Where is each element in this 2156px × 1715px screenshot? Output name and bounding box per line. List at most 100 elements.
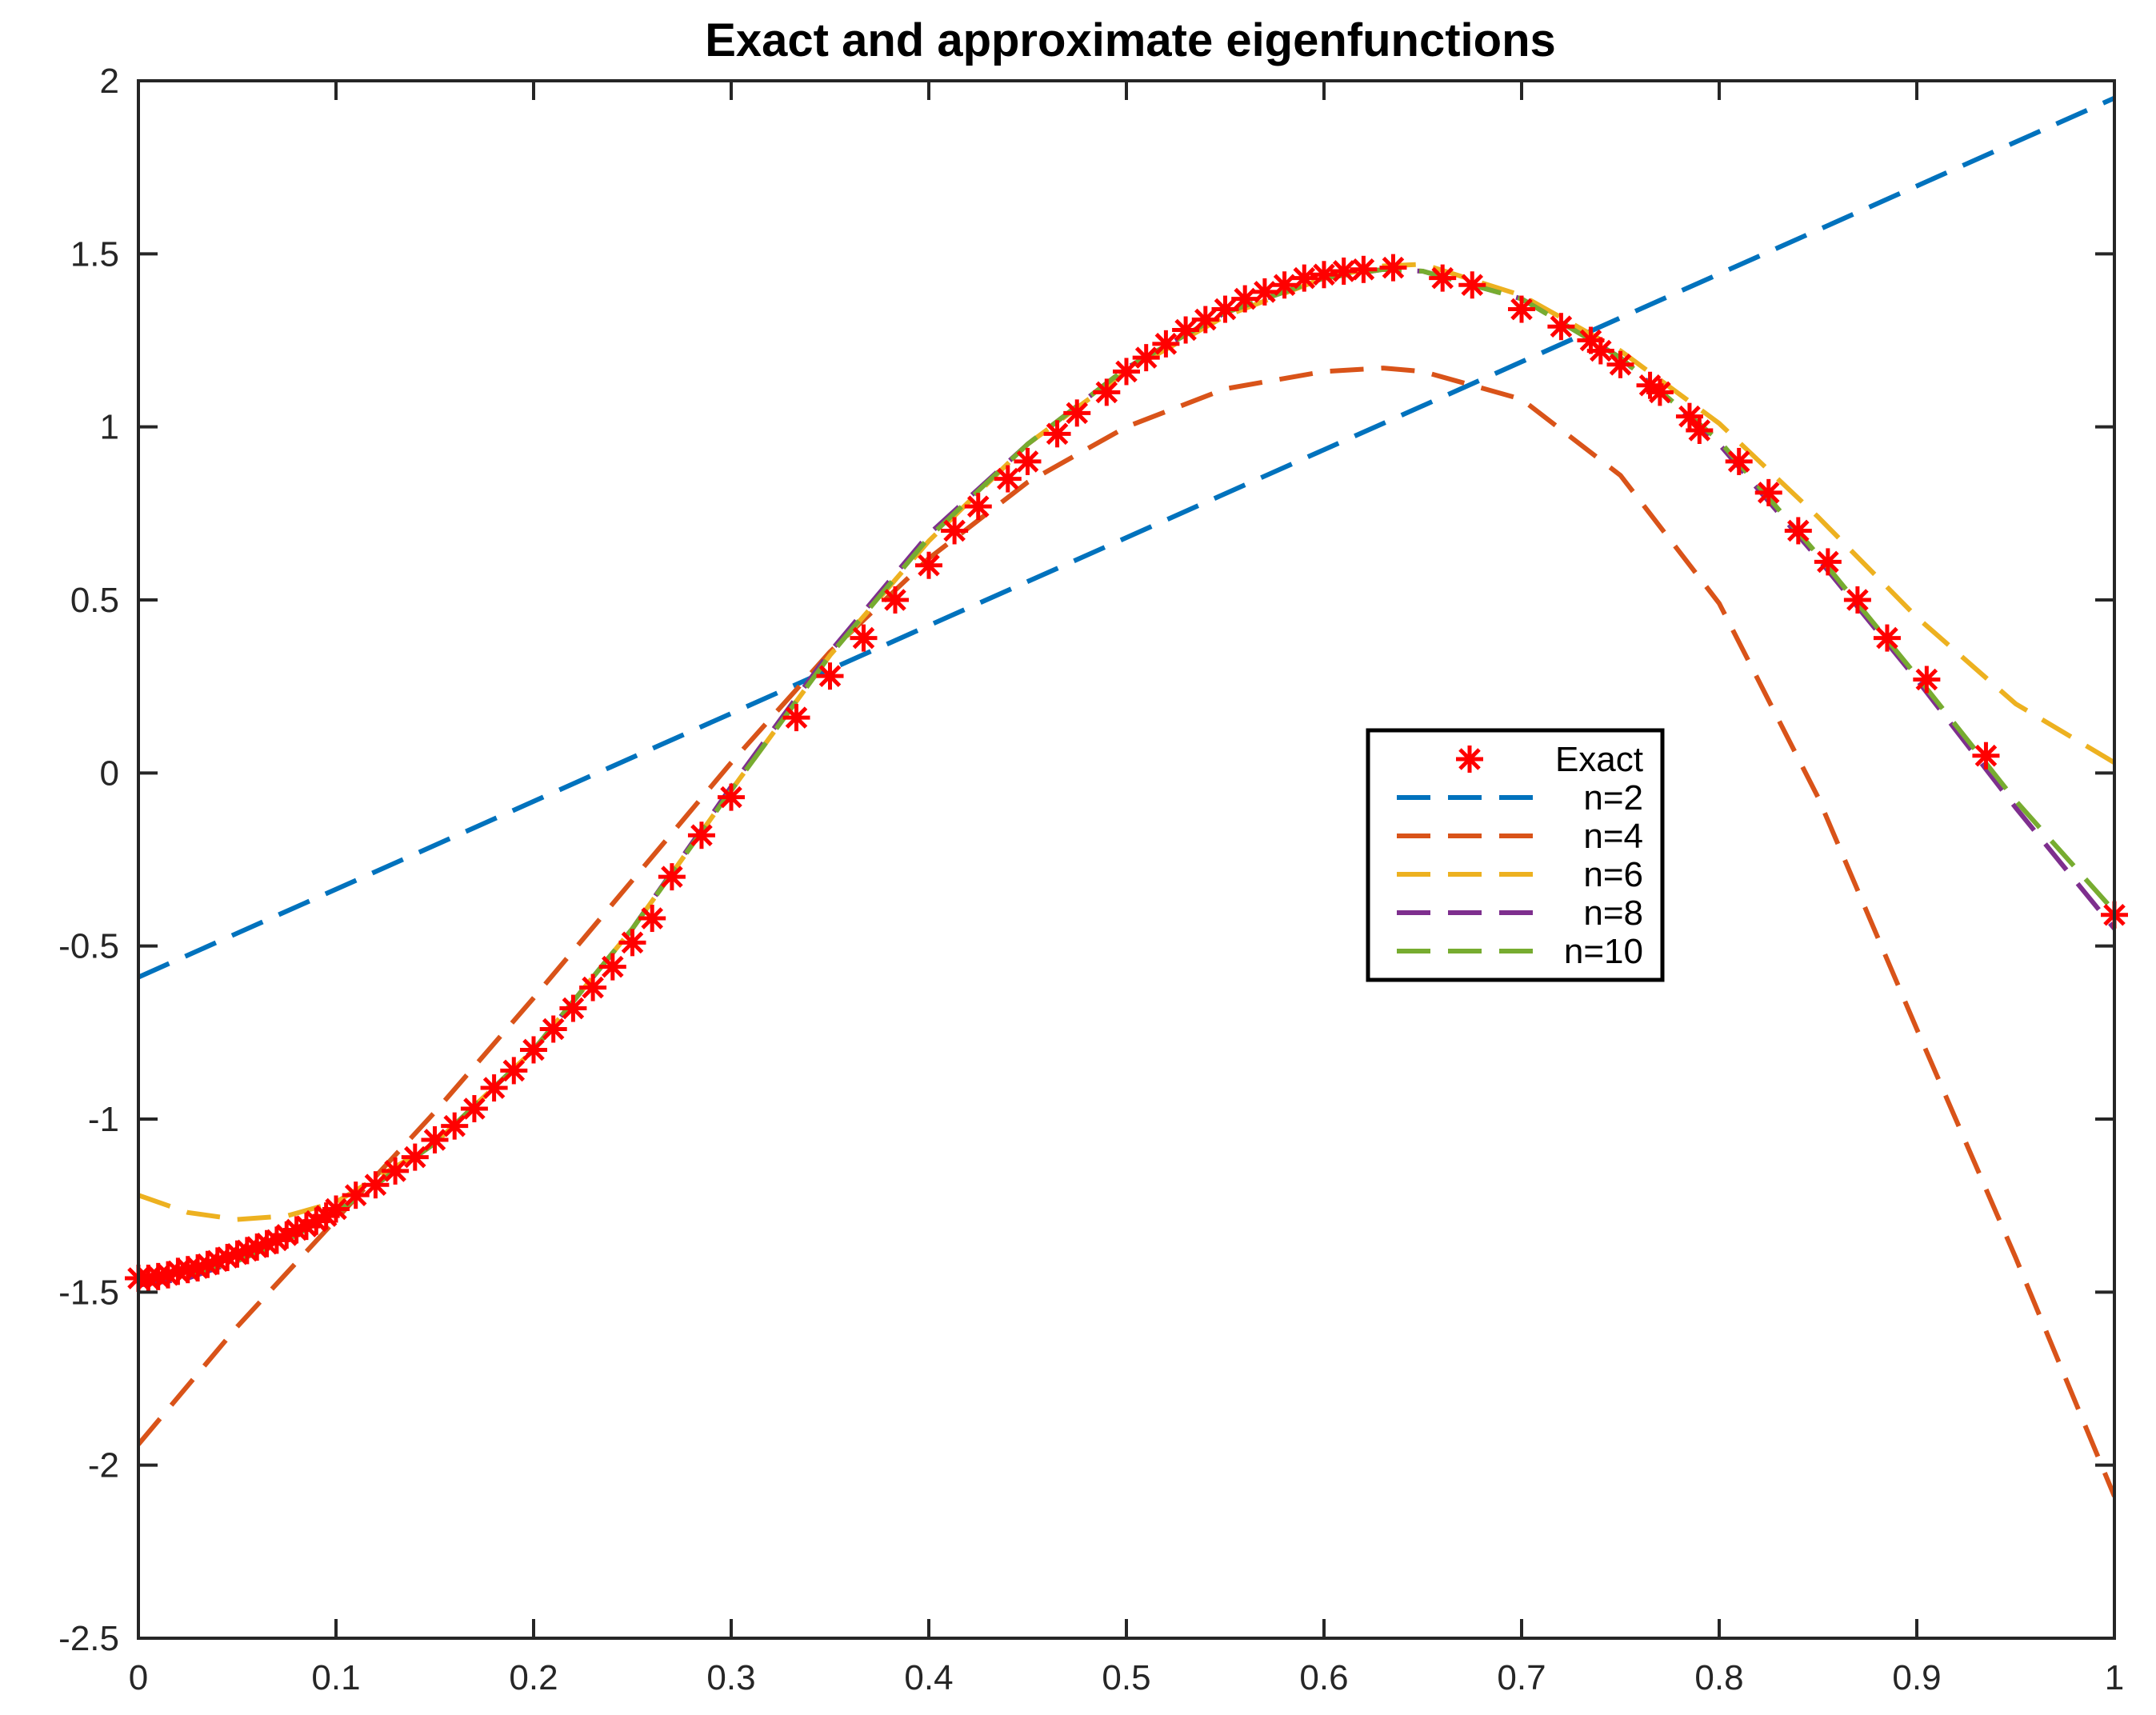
exact-data-point [421, 1125, 449, 1153]
exact-data-point [638, 905, 666, 933]
exact-data-point [1270, 271, 1298, 299]
exact-data-point [1972, 742, 2000, 770]
x-tick-label: 0.9 [1892, 1658, 1941, 1697]
exact-data-point [1191, 306, 1219, 334]
exact-data-point [1873, 624, 1901, 652]
exact-data-point [362, 1171, 390, 1199]
exact-data-point [1250, 278, 1278, 306]
exact-data-point [1211, 295, 1239, 323]
exact-data-point [1913, 666, 1941, 694]
exact-data-point [718, 783, 745, 811]
series-layer [125, 95, 2128, 1497]
exact-data-point [1172, 316, 1200, 344]
x-tick-label: 0.5 [1102, 1658, 1150, 1697]
exact-data-point [1508, 295, 1535, 323]
exact-data-point [1152, 330, 1180, 358]
exact-data-point [1330, 257, 1358, 285]
exact-data-point [618, 929, 646, 957]
x-tick-label: 0.2 [509, 1658, 558, 1697]
legend-label: n=4 [1583, 817, 1643, 856]
exact-data-point [579, 973, 607, 1001]
exact-data-point [1290, 264, 1318, 292]
x-tick-label: 0.4 [904, 1658, 953, 1697]
exact-data-point [1113, 358, 1140, 386]
exact-data-point [1043, 420, 1071, 448]
x-tick-label: 0.3 [706, 1658, 755, 1697]
series-line-n-4 [138, 366, 2114, 1497]
exact-data-point [441, 1112, 469, 1140]
exact-data-point [1350, 255, 1378, 283]
chart-title: Exact and approximate eigenfunctions [705, 14, 1556, 66]
y-tick-label: 0.5 [70, 581, 119, 620]
exact-data-point [500, 1057, 528, 1085]
exact-data-point [994, 465, 1022, 493]
legend-label: n=2 [1583, 778, 1643, 818]
y-tick-label: -1 [88, 1100, 119, 1139]
series-line-n-2 [138, 95, 2114, 980]
exact-data-point [1547, 313, 1575, 341]
exact-data-point [1725, 447, 1753, 475]
exact-data-point [850, 624, 878, 652]
y-tick-label: 1.5 [70, 234, 119, 274]
exact-data-point [480, 1074, 508, 1102]
exact-data-point [882, 586, 910, 614]
exact-data-point [1310, 261, 1338, 289]
x-tick-label: 0.7 [1497, 1658, 1546, 1697]
exact-data-point [1606, 350, 1634, 378]
x-tick-label: 0.8 [1694, 1658, 1743, 1697]
exact-data-point [539, 1015, 567, 1043]
y-tick-label: 1 [100, 408, 119, 447]
x-tick-label: 0 [129, 1658, 148, 1697]
y-tick-label: -0.5 [58, 927, 119, 966]
exact-data-point [1458, 271, 1486, 299]
legend-label: n=10 [1564, 932, 1643, 971]
x-tick-label: 1 [2105, 1658, 2124, 1697]
exact-data-point [322, 1195, 350, 1223]
y-tick-label: -2.5 [58, 1619, 119, 1658]
exact-data-point [520, 1036, 547, 1064]
y-tick-label: 2 [100, 62, 119, 101]
exact-data-point [1429, 264, 1457, 292]
legend-label: n=8 [1583, 893, 1643, 933]
exact-data-point [1754, 478, 1782, 506]
legend-box [1366, 728, 1665, 982]
exact-data-point [1814, 548, 1842, 576]
y-tick-label: 0 [100, 754, 119, 793]
exact-data-point [1063, 399, 1091, 427]
y-tick-label: -2 [88, 1446, 119, 1485]
exact-data-point [941, 517, 969, 545]
exact-data-point [1379, 254, 1407, 282]
exact-data-point [1231, 285, 1259, 313]
y-tick-label: -1.5 [58, 1273, 119, 1312]
exact-data-point [460, 1095, 488, 1123]
exact-data-point [401, 1143, 429, 1171]
exact-data-point [1843, 586, 1871, 614]
exact-data-point [1093, 378, 1121, 406]
legend-label: Exact [1555, 740, 1643, 779]
ticks-layer: 0 0.1 0.2 0.3 0.4 0.5 0.6 0.7 0.8 0.9 1 2 1.5 1 0.5 0 -0… [58, 62, 2124, 1697]
exact-data-point [782, 704, 810, 732]
exact-data-point [1646, 378, 1674, 406]
exact-data-point [1014, 447, 1042, 475]
exact-data-point [559, 994, 587, 1022]
exact-data-point [1132, 344, 1160, 372]
exact-data-point [687, 822, 715, 850]
legend-marker-exact [1456, 746, 1483, 773]
exact-data-point [964, 493, 992, 521]
exact-data-point [382, 1157, 410, 1185]
plot-area [138, 81, 2114, 1638]
legend-label: n=6 [1583, 855, 1643, 894]
exact-data-point [658, 863, 686, 891]
exact-data-point [1784, 517, 1812, 545]
exact-data-point [598, 953, 626, 981]
exact-data-point [342, 1181, 370, 1209]
exact-data-point [1586, 337, 1614, 365]
exact-data-point [816, 662, 844, 690]
exact-data-point [915, 551, 942, 579]
x-tick-label: 0.6 [1299, 1658, 1348, 1697]
exact-data-point [1675, 402, 1703, 430]
x-tick-label: 0.1 [311, 1658, 360, 1697]
exact-data-point [1686, 416, 1714, 444]
